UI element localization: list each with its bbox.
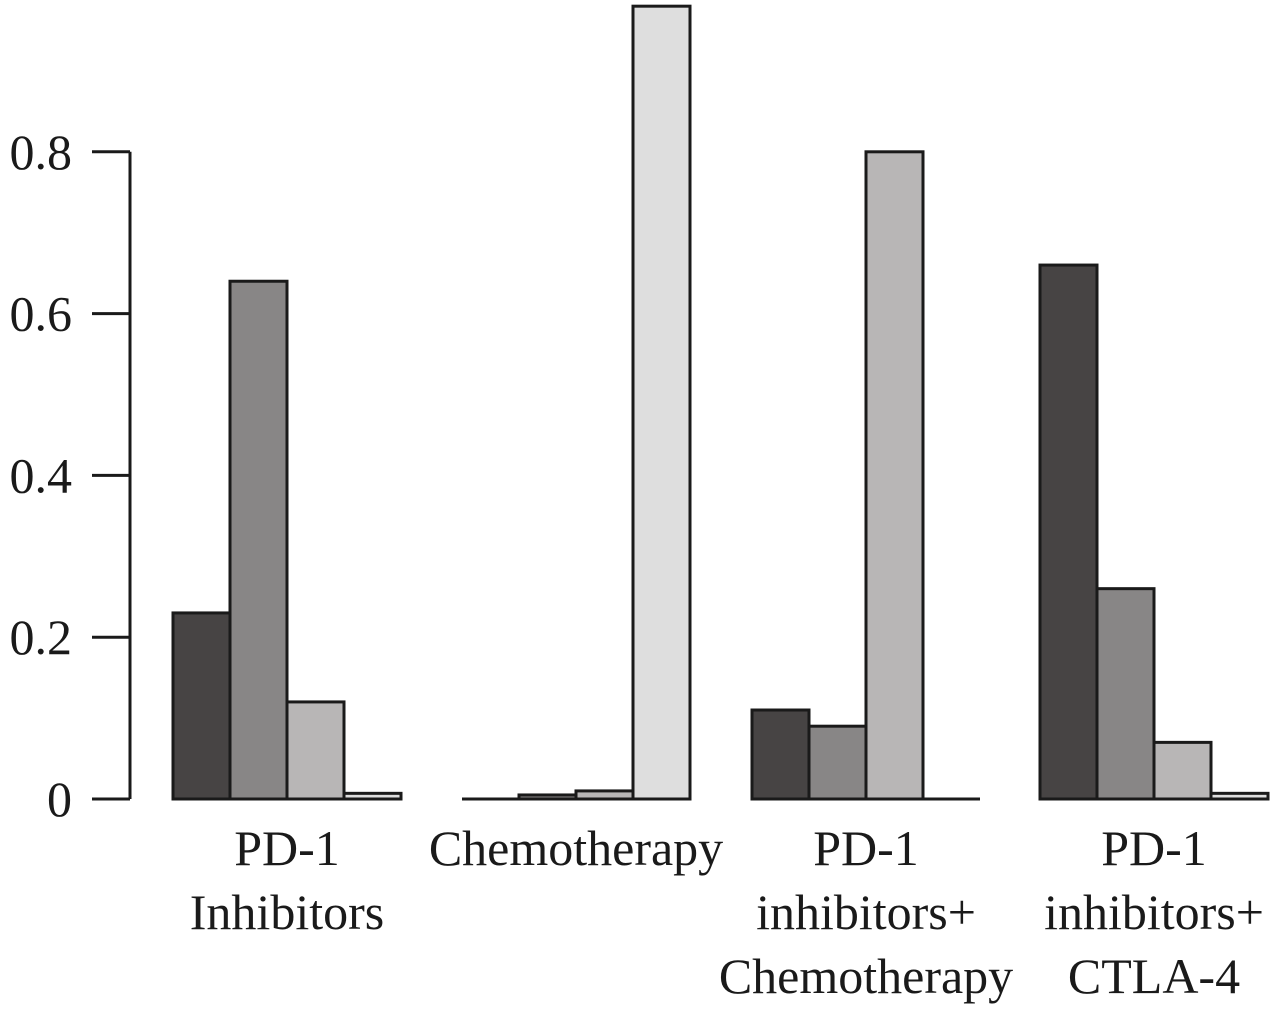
y-tick-label: 0.4	[10, 447, 73, 503]
y-tick-label: 0.6	[10, 286, 73, 342]
bar	[171, 611, 232, 801]
bar	[750, 708, 811, 801]
bar	[285, 700, 346, 801]
category-label: inhibitors+	[1044, 884, 1264, 940]
bar	[631, 4, 692, 801]
category-label: CTLA-4	[1068, 948, 1240, 1004]
bar	[864, 150, 925, 801]
category-label: Chemotherapy	[429, 820, 723, 876]
category-label: inhibitors+	[756, 884, 976, 940]
category-labels: PD-1 Inhibitors Chemotherapy PD-1 inhibitors…	[190, 820, 1264, 1004]
y-tick-label: 0	[47, 771, 72, 827]
category-label: PD-1	[1101, 820, 1207, 876]
bar	[1038, 263, 1099, 801]
category-label: PD-1	[813, 820, 919, 876]
category-label: PD-1	[234, 820, 340, 876]
bars	[171, 4, 1270, 801]
y-tick-label: 0.2	[10, 609, 73, 665]
bar	[1095, 587, 1156, 801]
bar	[1152, 740, 1213, 801]
y-axis: 0 0.2 0.4 0.6 0.8	[10, 124, 132, 827]
category-label: Inhibitors	[190, 884, 384, 940]
bar	[228, 279, 289, 801]
category-label: Chemotherapy	[719, 948, 1013, 1004]
y-tick-label: 0.8	[10, 124, 73, 180]
bar	[807, 724, 868, 801]
